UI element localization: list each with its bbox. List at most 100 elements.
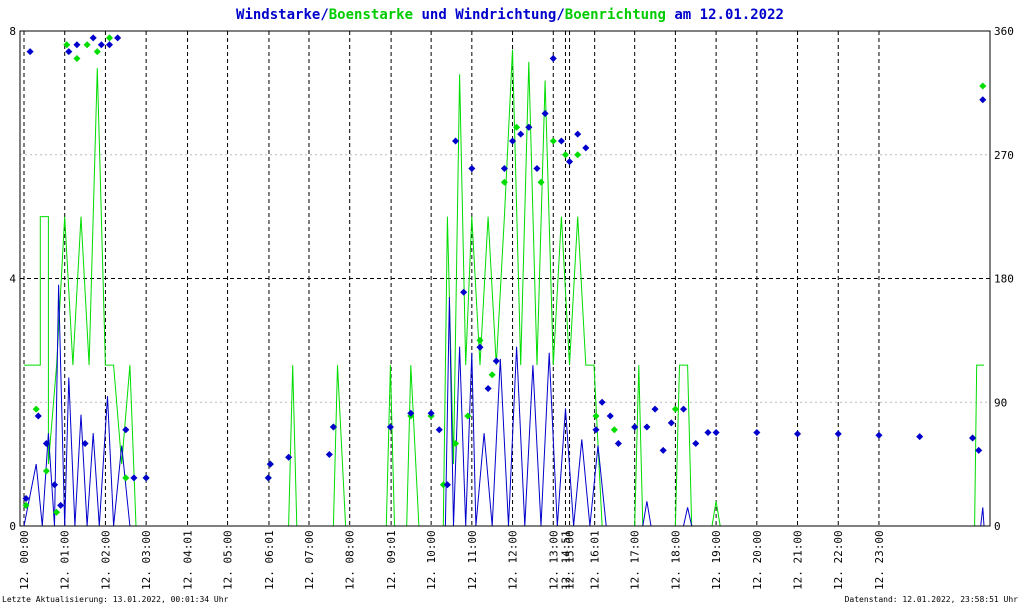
x-tick-label: 12. 18:00 (669, 530, 682, 590)
point-boenrichtung (592, 412, 600, 420)
point-windrichtung (65, 48, 73, 56)
point-windrichtung (266, 460, 274, 468)
point-boenrichtung (42, 467, 50, 475)
title-boenstarke: Boenstarke (329, 7, 413, 23)
point-windrichtung (484, 384, 492, 393)
point-windrichtung (592, 426, 600, 434)
y-left-tick-label: 0 (9, 520, 16, 533)
x-tick-label: 12. 17:00 (629, 530, 642, 590)
point-windrichtung (264, 474, 272, 482)
x-tick-label: 12. 16:01 (589, 530, 602, 590)
point-windrichtung (525, 123, 533, 131)
point-windrichtung (468, 164, 476, 173)
y-left-tick-label: 8 (9, 25, 16, 38)
point-windrichtung (574, 130, 582, 138)
y-right-tick-label: 270 (994, 149, 1014, 162)
point-windrichtung (492, 357, 500, 365)
point-windrichtung (979, 96, 987, 104)
x-tick-label: 12. 14:51 (559, 530, 572, 590)
x-tick-label: 12. 09:01 (385, 530, 398, 590)
point-windrichtung (606, 412, 614, 420)
title-date: am 12.01.2022 (666, 7, 784, 23)
point-windrichtung (22, 494, 30, 503)
point-boenrichtung (500, 178, 508, 186)
point-boenrichtung (32, 405, 40, 413)
point-windrichtung (73, 41, 81, 49)
point-windrichtung (549, 54, 557, 63)
point-windrichtung (916, 433, 924, 441)
x-tick-label: 12. 05:00 (222, 530, 235, 590)
point-boenrichtung (439, 481, 447, 489)
y-left-tick-label: 4 (9, 273, 16, 286)
x-tick-label: 12. 10:00 (425, 530, 438, 590)
point-boenrichtung (549, 137, 557, 145)
x-tick-label: 12. 08:00 (344, 530, 357, 590)
x-tick-label: 12. 03:00 (140, 530, 153, 590)
x-tick-label: 12. 20:00 (751, 530, 764, 590)
point-boenrichtung (537, 178, 545, 186)
point-windrichtung (753, 428, 761, 437)
point-boenrichtung (73, 54, 81, 63)
chart-title: Windstarke/Boenstarke und Windrichtung/B… (236, 7, 784, 23)
point-windrichtung (435, 426, 443, 434)
point-boenrichtung (53, 508, 61, 516)
point-windrichtung (97, 41, 105, 49)
series-layer (22, 34, 987, 527)
point-windrichtung (476, 343, 484, 351)
point-boenrichtung (452, 439, 460, 448)
x-tick-label: 12. 21:00 (792, 530, 805, 590)
point-windrichtung (57, 501, 65, 509)
point-boenrichtung (979, 82, 987, 90)
point-boenrichtung (488, 371, 496, 379)
x-tick-label: 12. 13:00 (547, 530, 560, 590)
x-tick-label: 12. 19:00 (710, 530, 723, 590)
point-windrichtung (557, 137, 565, 145)
point-boenrichtung (476, 336, 484, 344)
point-windrichtung (452, 137, 460, 145)
point-boenrichtung (561, 151, 570, 159)
point-windrichtung (834, 430, 842, 438)
title-boenrichtung: Boenrichtung (565, 7, 666, 23)
point-boenrichtung (83, 41, 91, 49)
x-tick-label: 12. 07:00 (303, 530, 316, 590)
point-windrichtung (443, 481, 451, 489)
point-boenrichtung (671, 405, 679, 413)
point-windrichtung (975, 446, 983, 454)
x-tick-label: 12. 02:00 (99, 530, 112, 590)
x-tick-label: 12. 06:01 (263, 530, 276, 590)
point-windrichtung (643, 423, 651, 431)
point-windrichtung (704, 428, 712, 437)
title-windstarke: Windstarke (236, 7, 320, 23)
point-boenrichtung (610, 426, 618, 434)
x-tick-label: 12. 00:00 (18, 530, 31, 590)
x-tick-label: 12. 12:00 (507, 530, 520, 590)
point-windrichtung (130, 474, 138, 482)
point-windrichtung (533, 164, 541, 173)
point-windrichtung (712, 428, 720, 437)
point-boenrichtung (513, 123, 521, 131)
point-windrichtung (26, 48, 34, 56)
footer-data-state: Datenstand: 12.01.2022, 23:58:51 Uhr (845, 595, 1019, 604)
y-right-tick-label: 90 (994, 396, 1007, 409)
point-windrichtung (122, 426, 130, 434)
series-line-windstarke (23, 284, 985, 527)
title-windrichtung: Windrichtung (455, 7, 556, 23)
point-windrichtung (631, 423, 639, 431)
point-windrichtung (285, 453, 293, 461)
y-right-tick-label: 180 (994, 273, 1014, 286)
x-tick-label: 12. 15:00 (564, 530, 577, 590)
x-tick-label: 12. 01:00 (59, 530, 72, 590)
point-windrichtung (329, 423, 337, 431)
point-windrichtung (614, 439, 622, 448)
point-windrichtung (659, 446, 667, 454)
point-windrichtung (325, 450, 333, 459)
point-windrichtung (875, 431, 883, 439)
point-boenrichtung (22, 501, 30, 509)
point-windrichtung (541, 109, 549, 118)
series-line-boenstarke (24, 49, 984, 527)
y-right-tick-label: 0 (994, 520, 1001, 533)
point-windrichtung (566, 158, 574, 166)
point-boenrichtung (122, 474, 130, 482)
point-windrichtung (692, 439, 700, 448)
